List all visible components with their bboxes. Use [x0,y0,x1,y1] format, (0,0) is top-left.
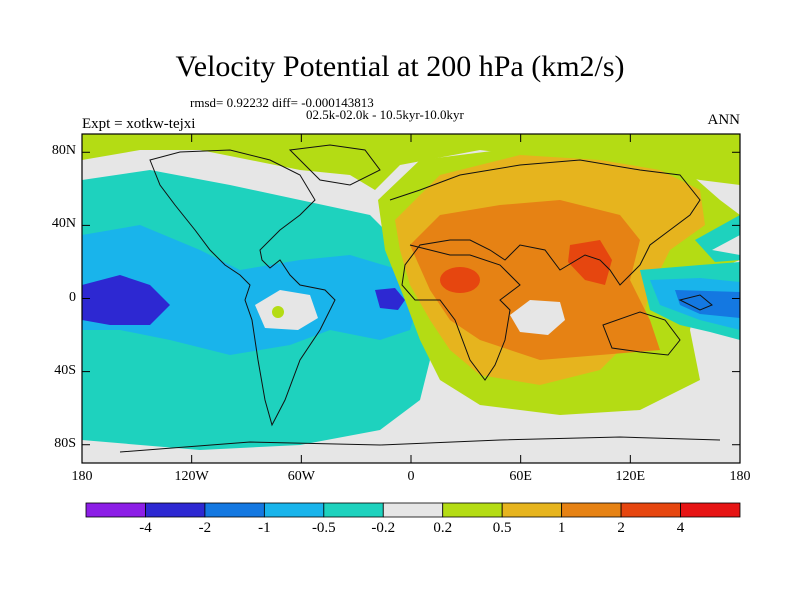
colorbar-label: -0.2 [371,520,396,536]
colorbar-swatch [85,502,146,518]
colorbar-swatch [442,502,503,518]
colorbar-swatch [382,502,444,518]
colorbar-swatch [620,502,681,518]
region-nh-high-latitudes [82,134,740,190]
region-sahara-max [440,267,480,293]
period-label: 02.5k-02.0k - 10.5kyr-10.0kyr [306,107,464,122]
region-southern-high-latitudes [82,410,740,463]
colorbar [85,502,741,518]
season-label: ANN [707,112,741,128]
colorbar-swatch [323,502,384,518]
y-axis-ticks [82,151,740,446]
region-central-pacific-min [82,275,170,325]
colorbar-label: -1 [258,520,271,536]
region-atlantic-min [375,288,405,310]
y-tick-label: 40S [54,362,76,378]
x-tick-label: 180 [729,469,751,484]
region-africa-asia-core [410,200,660,360]
x-tick-label: 60E [509,469,532,484]
colorbar-swatch [263,502,325,518]
colorbar-swatch [501,502,563,518]
experiment-label: Expt = xotkw-tejxi [82,116,196,132]
colorbar-label: 1 [557,520,566,536]
colorbar-label: 2 [617,520,625,536]
x-tick-label: 120E [615,469,646,484]
y-tick-label: 0 [69,289,76,305]
x-tick-label: 120W [174,469,209,484]
x-tick-label: 60W [287,469,315,484]
region-tropical-band [82,225,420,355]
contour-field [82,134,740,463]
colorbar-label: 0.5 [492,520,512,536]
region-south-america-center [255,290,318,330]
stats-label: rmsd= 0.92232 diff= -0.000143813 [190,95,374,110]
colorbar-swatch [561,502,622,518]
x-axis-ticks [81,134,741,463]
region-nw-pacific-center [712,235,740,255]
colorbar-label: 4 [676,520,685,536]
colorbar-label: -0.5 [311,520,336,536]
x-tick-label: 0 [407,469,415,484]
x-tick-label: 180 [71,469,93,484]
colorbar-swatch [680,502,741,518]
colorbar-swatch [204,502,265,518]
chart-title: Velocity Potential at 200 hPa (km2/s) [175,50,625,83]
colorbar-label: -4 [139,520,152,536]
y-tick-label: 40N [51,216,76,232]
region-indian-ocean-center [510,300,565,335]
colorbar-swatch [145,502,206,518]
y-tick-label: 80S [54,435,76,451]
colorbar-label: -2 [198,520,212,536]
region-south-america-spot [272,306,284,318]
y-tick-label: 80N [51,143,76,159]
region-south-asia-max [568,240,612,285]
coastlines [119,144,721,453]
colorbar-label: 0.2 [433,520,453,536]
